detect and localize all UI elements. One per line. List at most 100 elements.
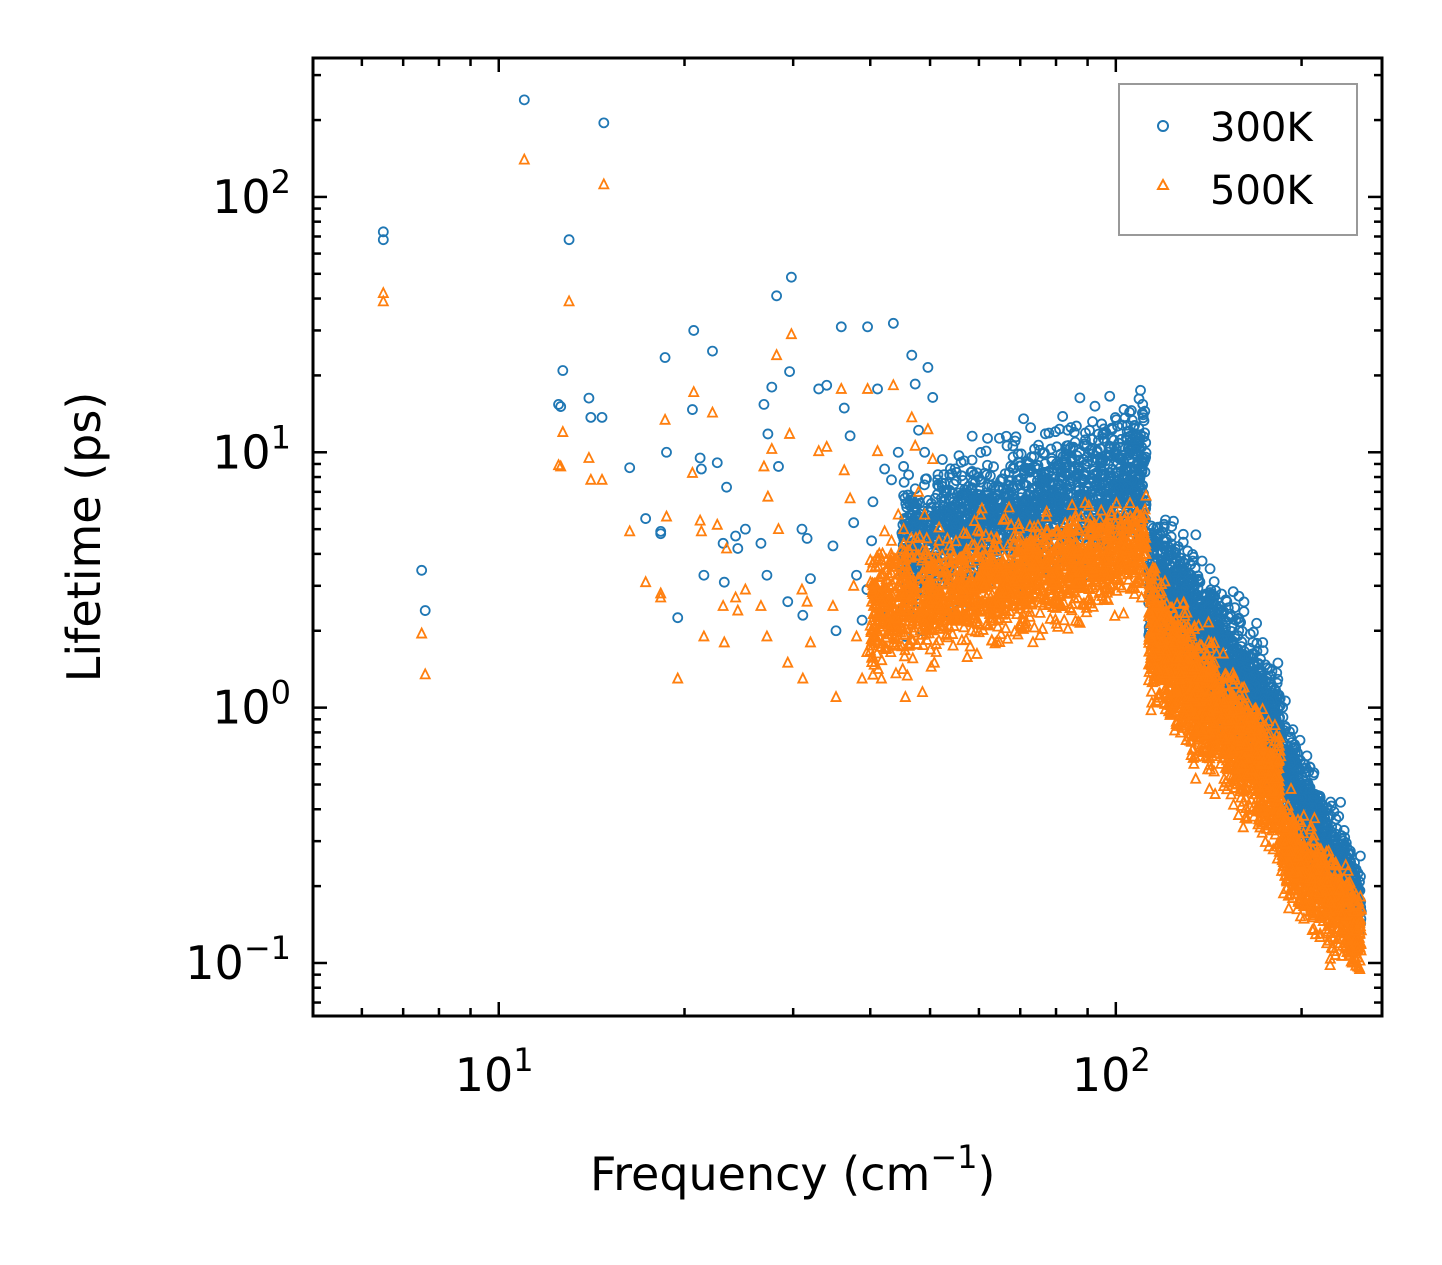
data-point-300k bbox=[766, 381, 778, 393]
data-point-300k bbox=[698, 569, 710, 581]
data-point-300k bbox=[1116, 419, 1128, 431]
data-point-500k bbox=[941, 575, 954, 588]
data-point-300k bbox=[1229, 602, 1241, 614]
data-point-300k bbox=[1140, 447, 1152, 459]
data-point-500k bbox=[910, 548, 923, 561]
data-point-300k bbox=[967, 476, 979, 487]
data-point-300k bbox=[695, 463, 707, 475]
data-point-300k bbox=[739, 523, 751, 535]
data-point-300k bbox=[848, 517, 860, 529]
data-point-300k bbox=[913, 424, 924, 436]
data-point-300k bbox=[830, 625, 842, 637]
data-point-300k bbox=[1145, 520, 1157, 532]
data-point-300k bbox=[1091, 454, 1103, 465]
data-point-300k bbox=[1071, 450, 1083, 462]
data-point-300k bbox=[1284, 757, 1296, 769]
data-point-500k bbox=[906, 651, 919, 664]
data-point-300k bbox=[1085, 472, 1097, 484]
data-point-500k bbox=[971, 523, 984, 536]
data-point-300k bbox=[1190, 529, 1202, 541]
data-point-300k bbox=[975, 447, 987, 458]
data-point-300k bbox=[1185, 575, 1197, 587]
data-point-300k bbox=[965, 483, 977, 495]
data-point-500k bbox=[1069, 613, 1082, 626]
data-point-300k bbox=[1000, 430, 1012, 442]
data-point-300k bbox=[1052, 490, 1064, 502]
data-point-300k bbox=[1299, 783, 1311, 795]
data-point-300k bbox=[1109, 412, 1121, 423]
data-point-300k bbox=[999, 468, 1011, 480]
data-point-300k bbox=[1117, 471, 1129, 483]
data-point-300k bbox=[707, 345, 718, 357]
data-point-300k bbox=[1315, 806, 1326, 817]
data-point-300k bbox=[1112, 452, 1124, 463]
data-point-300k bbox=[1058, 494, 1070, 505]
data-point-300k bbox=[946, 468, 958, 480]
data-point-300k bbox=[555, 401, 567, 412]
data-point-500k bbox=[973, 625, 985, 638]
data-point-300k bbox=[1308, 767, 1320, 779]
data-point-300k bbox=[967, 506, 978, 517]
data-point-300k bbox=[773, 461, 784, 472]
data-point-300k bbox=[782, 596, 794, 608]
data-point-300k bbox=[583, 392, 595, 404]
data-point-300k bbox=[687, 404, 698, 415]
data-point-300k bbox=[935, 492, 947, 504]
data-point-300k bbox=[872, 383, 883, 395]
data-point-300k bbox=[1037, 448, 1049, 460]
data-point-500k bbox=[1140, 488, 1153, 501]
data-point-500k bbox=[1050, 589, 1063, 602]
data-point-300k bbox=[655, 528, 667, 540]
data-point-300k bbox=[1001, 499, 1013, 511]
data-point-300k bbox=[1152, 521, 1164, 533]
data-point-300k bbox=[717, 537, 729, 549]
data-point-300k bbox=[1024, 506, 1036, 517]
data-point-300k bbox=[1103, 471, 1114, 483]
data-point-300k bbox=[518, 94, 530, 106]
data-point-300k bbox=[672, 612, 684, 624]
data-point-300k bbox=[1042, 484, 1054, 495]
data-point-300k bbox=[948, 514, 960, 525]
data-point-300k bbox=[993, 495, 1005, 507]
data-point-300k bbox=[835, 321, 847, 333]
data-point-300k bbox=[730, 530, 741, 542]
data-point-300k bbox=[1122, 419, 1133, 431]
data-point-300k bbox=[732, 543, 744, 554]
data-point-500k bbox=[875, 653, 888, 666]
data-point-500k bbox=[1012, 517, 1025, 529]
data-point-300k bbox=[950, 519, 961, 530]
data-point-500k bbox=[917, 543, 929, 556]
data-point-300k bbox=[1280, 722, 1292, 734]
data-point-300k bbox=[979, 467, 990, 479]
data-point-500k bbox=[1108, 514, 1121, 527]
data-point-300k bbox=[1043, 427, 1055, 439]
data-point-300k bbox=[961, 514, 973, 525]
data-point-500k bbox=[960, 526, 973, 539]
data-point-500k bbox=[1104, 538, 1117, 551]
data-point-300k bbox=[1129, 485, 1140, 497]
data-point-300k bbox=[966, 430, 978, 442]
data-point-300k bbox=[1300, 766, 1312, 778]
data-point-300k bbox=[1286, 743, 1298, 754]
data-point-300k bbox=[1199, 608, 1211, 620]
data-point-300k bbox=[661, 446, 672, 458]
data-point-300k bbox=[1117, 492, 1129, 504]
data-point-500k bbox=[1079, 495, 1092, 508]
data-point-300k bbox=[827, 540, 839, 552]
data-point-300k bbox=[1009, 435, 1021, 447]
data-point-500k bbox=[974, 507, 987, 520]
data-point-300k bbox=[1257, 645, 1269, 657]
data-point-300k bbox=[919, 479, 930, 491]
data-point-500k bbox=[912, 571, 925, 584]
data-point-300k bbox=[982, 432, 993, 444]
data-point-300k bbox=[1080, 427, 1091, 439]
data-point-500k bbox=[1082, 515, 1095, 528]
data-point-300k bbox=[1059, 454, 1071, 465]
data-point-300k bbox=[1283, 732, 1295, 744]
data-point-300k bbox=[1081, 485, 1093, 497]
data-point-300k bbox=[1071, 420, 1082, 432]
data-point-300k bbox=[1104, 467, 1116, 478]
data-point-300k bbox=[902, 489, 914, 501]
data-point-300k bbox=[1301, 791, 1313, 802]
